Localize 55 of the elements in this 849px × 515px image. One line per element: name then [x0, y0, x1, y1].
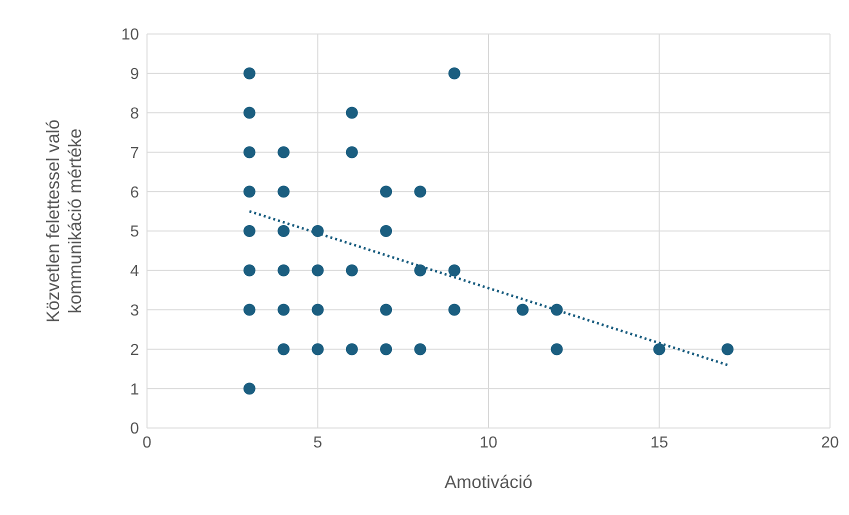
x-tick-label: 5	[313, 434, 322, 452]
point	[312, 304, 324, 316]
point	[312, 264, 324, 276]
point	[312, 343, 324, 356]
y-tick-label: 6	[130, 184, 140, 202]
point	[243, 67, 256, 80]
y-tick-label: 10	[121, 26, 140, 44]
point	[380, 304, 392, 316]
point	[278, 343, 290, 356]
point	[243, 304, 256, 316]
point	[243, 186, 256, 198]
point	[346, 264, 358, 276]
y-tick-label: 4	[130, 263, 140, 280]
point	[722, 343, 734, 356]
point	[448, 304, 460, 316]
y-tick-label: 8	[130, 105, 140, 122]
point	[380, 225, 392, 237]
point	[414, 264, 426, 276]
y-axis-title: Közvetlen felettessel való kommunikáció mértéke	[43, 119, 85, 323]
y-tick-label: 0	[130, 420, 140, 438]
point	[380, 186, 392, 198]
point	[243, 264, 256, 276]
y-tick-label: 9	[130, 66, 140, 84]
point	[414, 186, 426, 198]
point	[346, 146, 358, 158]
x-tick-label: 20	[821, 434, 839, 452]
point	[346, 343, 358, 356]
x-tick-label: 10	[480, 434, 498, 452]
point	[414, 343, 426, 356]
point	[380, 343, 392, 356]
y-tick-label: 7	[130, 144, 140, 162]
point	[653, 343, 666, 356]
point	[278, 146, 290, 158]
point	[278, 186, 290, 198]
point	[312, 225, 324, 237]
y-tick-label: 2	[130, 342, 140, 359]
y-tick-label: 3	[130, 302, 140, 320]
point	[346, 106, 358, 119]
x-tick-label: 0	[142, 434, 152, 452]
point	[278, 304, 290, 316]
y-tick-label: 1	[130, 381, 140, 398]
x-tick-label: 15	[650, 434, 668, 452]
point	[243, 106, 256, 119]
point	[550, 304, 563, 316]
point	[243, 382, 256, 395]
x-axis-title: Amotiváció	[444, 472, 533, 492]
point	[278, 264, 290, 276]
point	[448, 67, 460, 80]
point	[448, 264, 460, 276]
point	[516, 304, 529, 316]
point	[550, 343, 563, 356]
y-tick-label: 5	[130, 224, 140, 241]
point	[243, 146, 256, 158]
point	[243, 225, 256, 237]
point	[278, 225, 290, 237]
